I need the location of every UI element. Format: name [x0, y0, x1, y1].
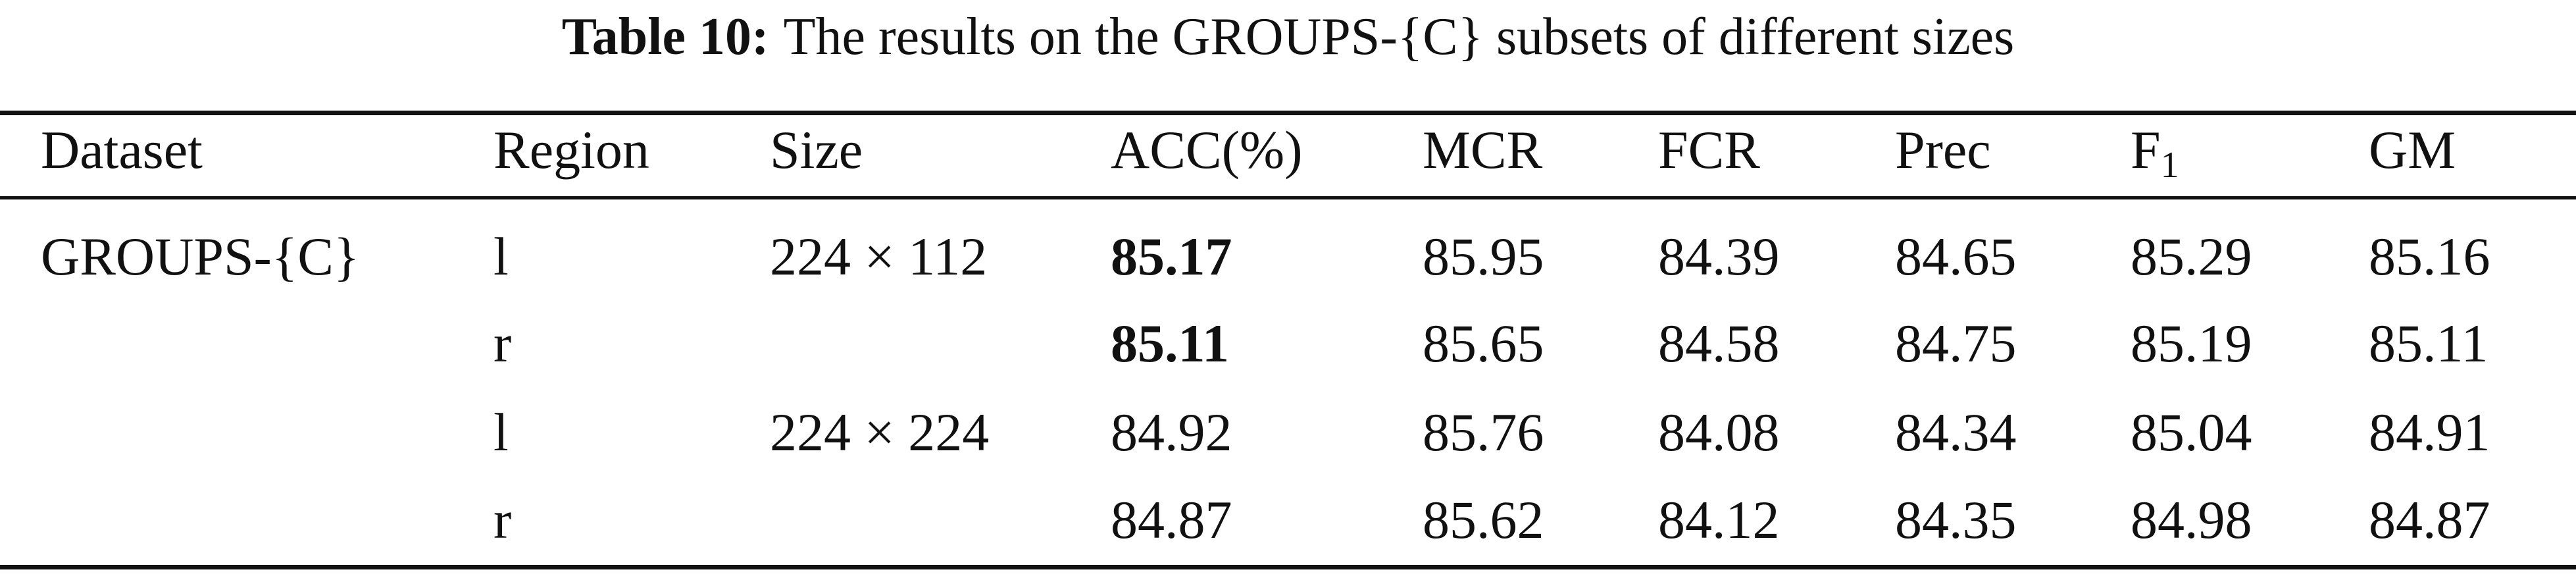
- body-cell: GROUPS-{C}: [41, 226, 360, 286]
- body-cell: 84.75: [1895, 313, 2017, 373]
- body-cell: 84.65: [1895, 226, 2017, 286]
- body-cell: 85.29: [2131, 226, 2252, 286]
- header-base: F: [2131, 120, 2161, 180]
- body-cell: 84.08: [1658, 402, 1780, 462]
- header-cell: MCR: [1423, 120, 1543, 180]
- body-cell: 84.34: [1895, 402, 2017, 462]
- body-cell: 85.11: [2369, 313, 2488, 373]
- header-cell: Prec: [1895, 120, 1991, 180]
- body-cell: l: [493, 402, 509, 462]
- header-cell: Dataset: [41, 120, 203, 180]
- mid-rule: [0, 196, 2576, 199]
- body-cell: l: [493, 226, 509, 286]
- body-cell: 84.92: [1111, 402, 1232, 462]
- body-cell: 84.98: [2131, 490, 2252, 550]
- body-cell: 85.62: [1423, 490, 1544, 550]
- body-cell: 84.87: [2369, 490, 2490, 550]
- body-cell: 85.16: [2369, 226, 2490, 286]
- body-cell: 85.04: [2131, 402, 2252, 462]
- body-cell: r: [493, 490, 512, 550]
- body-cell: 85.17: [1111, 226, 1232, 286]
- body-cell: 85.11: [1111, 313, 1229, 373]
- table-caption: Table 10: The results on the GROUPS-{C} s…: [0, 5, 2576, 68]
- top-rule: [0, 111, 2576, 115]
- header-cell: GM: [2369, 120, 2456, 180]
- body-cell: 84.39: [1658, 226, 1780, 286]
- header-cell: F1: [2131, 117, 2179, 198]
- header-cell: Region: [493, 120, 649, 180]
- header-cell: ACC(%): [1111, 120, 1303, 180]
- body-cell: 84.91: [2369, 402, 2490, 462]
- body-cell: 85.65: [1423, 313, 1544, 373]
- bottom-rule: [0, 565, 2576, 569]
- body-cell: 84.35: [1895, 490, 2017, 550]
- header-cell: FCR: [1658, 120, 1760, 180]
- caption-label: Table 10:: [561, 8, 769, 66]
- body-cell: 84.87: [1111, 490, 1232, 550]
- body-cell: 84.12: [1658, 490, 1780, 550]
- body-cell: 85.95: [1423, 226, 1544, 286]
- body-cell: 85.76: [1423, 402, 1544, 462]
- body-cell: 224 × 112: [770, 226, 988, 286]
- header-subscript: 1: [2160, 145, 2179, 186]
- caption-text: The results on the GROUPS-{C} subsets of…: [783, 8, 2015, 66]
- body-cell: 224 × 224: [770, 402, 990, 462]
- body-cell: 84.58: [1658, 313, 1780, 373]
- body-cell: 85.19: [2131, 313, 2252, 373]
- header-cell: Size: [770, 120, 863, 180]
- body-cell: r: [493, 313, 512, 373]
